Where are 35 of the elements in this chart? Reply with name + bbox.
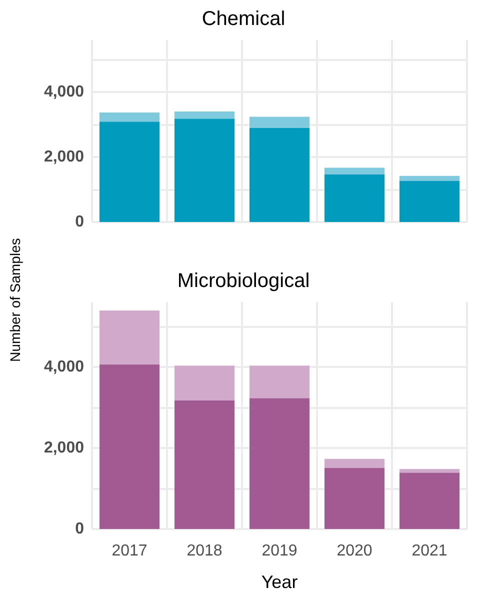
bar [100,310,160,364]
x-axis-title: Year [261,572,298,592]
bar [250,366,310,398]
bar [100,122,160,222]
x-tick-label: 2021 [412,542,448,560]
y-tick-label: 2,000 [44,439,84,456]
y-axis-title: Number of Samples [7,238,23,362]
x-tick-label: 2018 [186,542,222,560]
bar [174,118,234,222]
bar [400,180,460,222]
bar [324,174,384,222]
x-tick-label: 2020 [336,542,372,560]
y-tick-label: 4,000 [44,84,84,100]
bar [100,112,160,122]
y-tick-label: 2,000 [44,148,84,166]
bar [324,458,384,468]
bar [174,400,234,529]
chart-title: Microbiological [177,270,310,292]
x-tick-label: 2019 [262,542,298,560]
chart-title: Chemical [202,8,286,30]
bar [324,468,384,529]
bar [400,469,460,473]
bar [250,398,310,529]
bar [100,364,160,529]
bar [174,366,234,400]
x-tick-label: 2017 [112,542,148,560]
bar [250,128,310,222]
bar [174,112,234,119]
y-tick-label: 4,000 [44,358,84,376]
bar [324,168,384,175]
bar [400,176,460,181]
y-tick-label: 0 [75,214,84,230]
bar [400,472,460,529]
bar [250,116,310,128]
y-tick-label: 0 [75,520,84,538]
